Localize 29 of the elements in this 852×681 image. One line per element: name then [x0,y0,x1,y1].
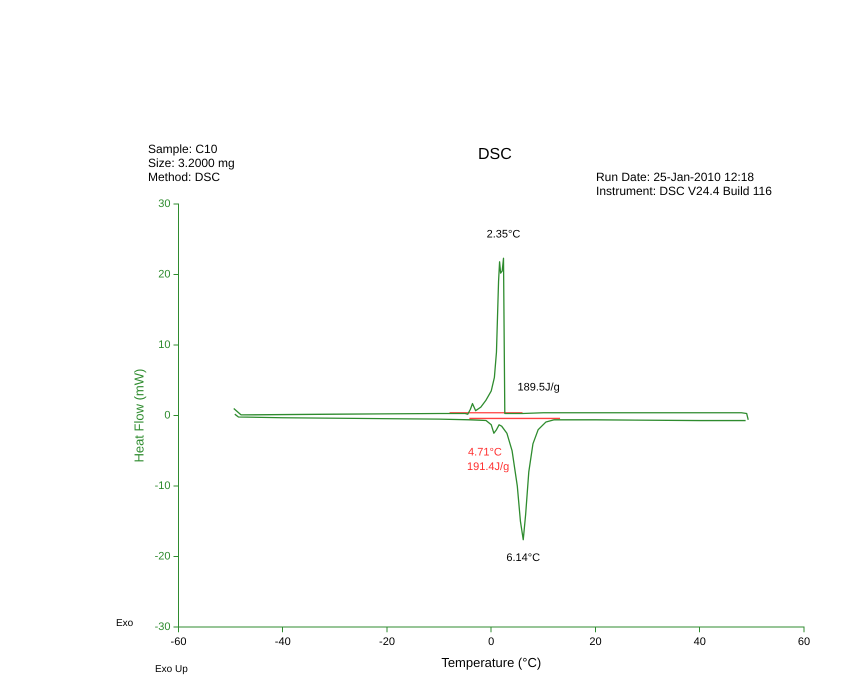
text: Exo [116,618,134,629]
x-tick-label: 60 [798,636,810,648]
annotation: 189.5J/g [518,382,560,394]
text: Instrument: DSC V24.4 Build 116 [596,184,772,198]
x-tick-label: -40 [274,636,291,648]
y-tick-label: -10 [154,480,170,492]
y-axis-title: Heat Flow (mW) [131,368,146,463]
x-tick-label: 20 [589,636,602,648]
text: Size: 3.2000 mg [148,156,235,170]
annotation: 191.4J/g [467,461,510,473]
annotation: 6.14°C [506,552,540,564]
y-tick-label: -30 [154,621,170,634]
annotation: 4.71°C [468,446,502,458]
text: Run Date: 25-Jan-2010 12:18 [596,170,754,184]
x-tick-label: 40 [694,636,706,648]
text: Sample: C10 [148,142,218,156]
chart-title: DSC [478,146,512,164]
text: Method: DSC [148,170,220,184]
y-tick-label: -20 [154,550,170,563]
y-tick-label: 0 [164,410,170,422]
x-tick-label: -20 [379,636,395,648]
y-tick-label: 20 [158,268,170,281]
annotation: 2.35°C [486,228,520,240]
x-axis-title: Temperature (°C) [441,654,542,670]
x-tick-label: -60 [170,636,186,648]
y-tick-label: 10 [158,339,170,352]
x-tick-label: 0 [488,636,494,648]
text: Exo Up [155,664,188,675]
y-tick-label: 30 [158,198,170,210]
